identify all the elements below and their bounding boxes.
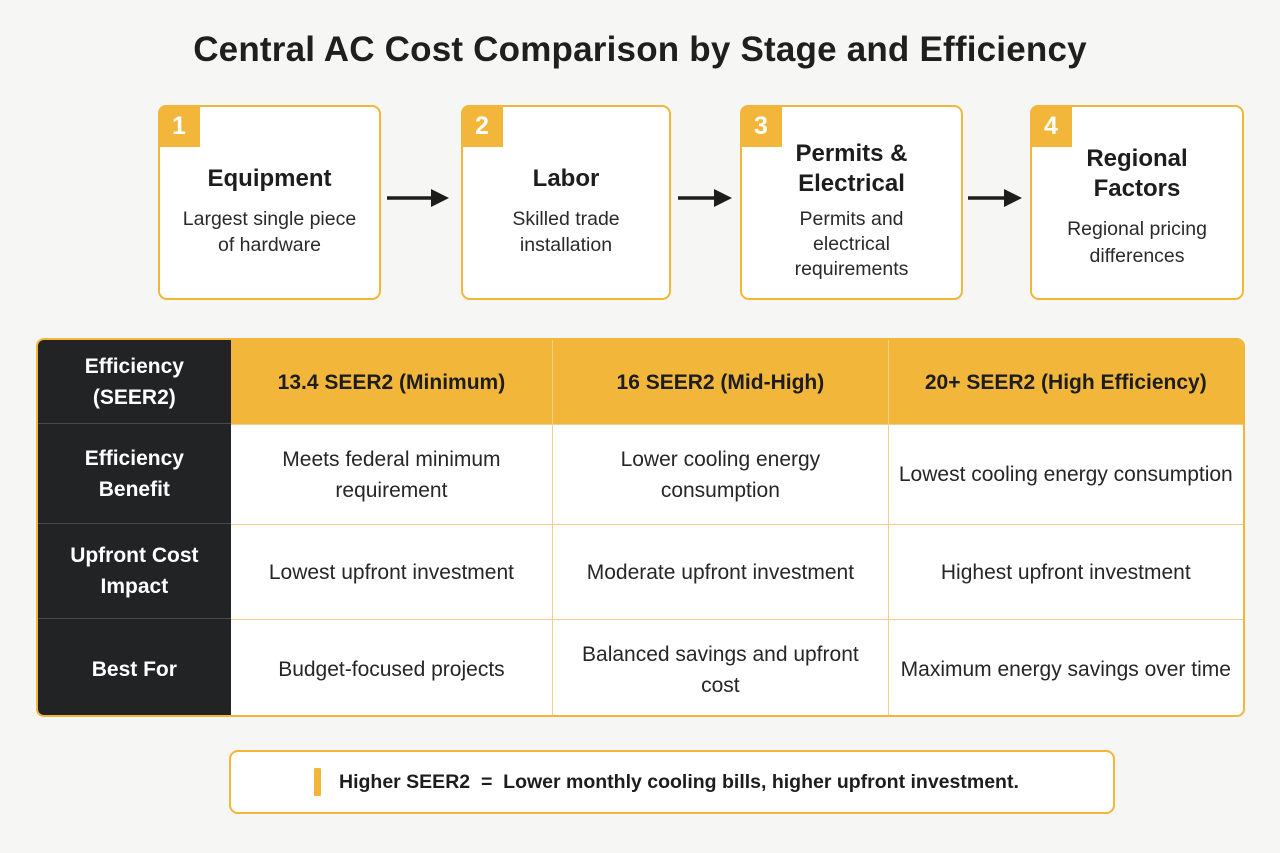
page-title: Central AC Cost Comparison by Stage and … (193, 30, 1087, 69)
stage-number-badge: 1 (158, 105, 200, 147)
stage-title: Regional Factors (1086, 144, 1188, 202)
column-header: 16 SEER2 (Mid-High) (552, 340, 888, 424)
arrow-right-icon (678, 189, 732, 207)
stage-card-equipment: 1 Equipment Largest single piece of hard… (158, 105, 381, 300)
summary-callout: Higher SEER2 = Lower monthly cooling bil… (229, 750, 1115, 814)
table-cell: Maximum energy savings over time (887, 619, 1243, 715)
table-cell: Balanced savings and upfront cost (552, 619, 888, 715)
row-header: Upfront Cost Impact (38, 524, 231, 619)
arrow-right-icon (968, 189, 1022, 207)
table-cell: Lower cooling energy consumption (552, 424, 888, 524)
efficiency-comparison-table: Efficiency (SEER2) 13.4 SEER2 (Minimum) … (36, 338, 1245, 717)
table-cell: Meets federal minimum requirement (230, 424, 553, 524)
table-cell: Lowest cooling energy consumption (887, 424, 1243, 524)
column-header: 20+ SEER2 (High Efficiency) (887, 340, 1243, 424)
stage-number-badge: 3 (740, 105, 782, 147)
table-header-row: Efficiency (SEER2) 13.4 SEER2 (Minimum) … (38, 340, 1243, 424)
stage-card-labor: 2 Labor Skilled trade installation (461, 105, 671, 300)
table-cell: Budget-focused projects (230, 619, 553, 715)
accent-bar (314, 768, 321, 796)
stage-number-badge: 2 (461, 105, 503, 147)
table-row: Best For Budget-focused projects Balance… (38, 619, 1243, 715)
table-cell: Highest upfront investment (887, 524, 1243, 619)
stage-description: Largest single piece of hardware (182, 207, 357, 256)
table-cell: Moderate upfront investment (552, 524, 888, 619)
stage-description: Permits and electrical requirements (794, 208, 909, 280)
arrow-right-icon (387, 189, 449, 207)
stage-description: Skilled trade installation (512, 207, 620, 256)
stage-title: Permits & Electrical (795, 140, 908, 197)
table-row: Efficiency Benefit Meets federal minimum… (38, 424, 1243, 524)
table-corner-header: Efficiency (SEER2) (38, 340, 231, 424)
stage-card-regional-factors: 4 Regional Factors Regional pricing diff… (1030, 105, 1244, 300)
stage-title: Equipment (207, 164, 332, 192)
summary-text: Higher SEER2 = Lower monthly cooling bil… (339, 770, 1019, 793)
table-cell: Lowest upfront investment (230, 524, 553, 619)
stage-title: Labor (532, 164, 600, 192)
stage-description: Regional pricing differences (1067, 217, 1207, 267)
table-row: Upfront Cost Impact Lowest upfront inves… (38, 524, 1243, 619)
stage-number-badge: 4 (1030, 105, 1072, 147)
row-header: Efficiency Benefit (38, 424, 231, 524)
column-header: 13.4 SEER2 (Minimum) (230, 340, 553, 424)
row-header: Best For (38, 619, 231, 715)
stage-card-permits-electrical: 3 Permits & Electrical Permits and elect… (740, 105, 963, 300)
